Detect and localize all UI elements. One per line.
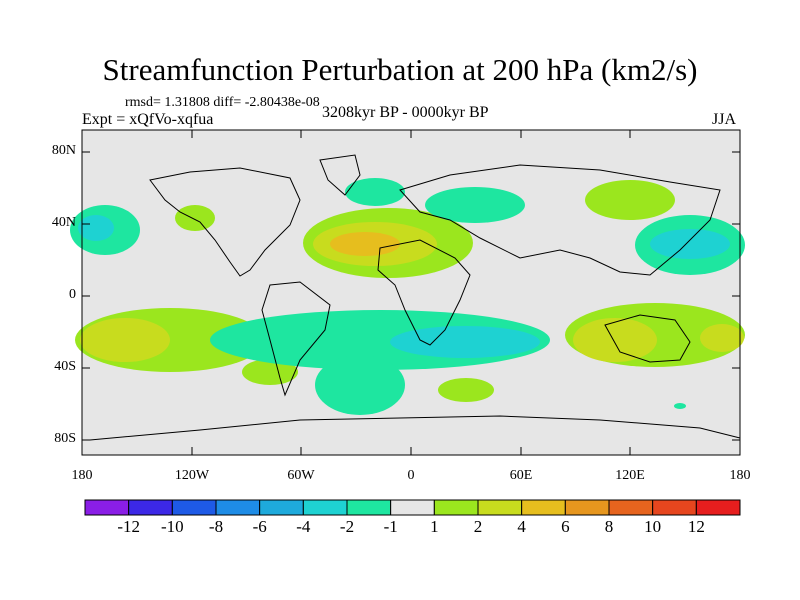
- plot-title: Streamfunction Perturbation at 200 hPa (…: [102, 52, 698, 87]
- colorbar-swatch: [521, 499, 566, 516]
- contour-level-4: [700, 324, 744, 352]
- colorbar-label: -10: [160, 517, 184, 536]
- lon-label: 120E: [615, 468, 645, 483]
- colorbar-swatch: [477, 499, 523, 516]
- coastline-greenland: [319, 154, 361, 196]
- lat-label: 40S: [54, 359, 76, 374]
- coastline-north-america: [149, 167, 301, 277]
- colorbar-swatch: [302, 499, 348, 516]
- contour-level-4: [573, 318, 657, 362]
- contour-level-2: [175, 205, 215, 231]
- colorbar-label: -8: [208, 517, 224, 536]
- contour-level-neg-2: [78, 215, 114, 241]
- contour-level-2: [242, 359, 298, 385]
- colorbar-swatch: [652, 499, 697, 516]
- contour-level-4: [80, 318, 170, 362]
- contour-level-6: [330, 232, 400, 256]
- colorbar-label: 6: [561, 517, 570, 536]
- lat-label: 0: [69, 287, 76, 302]
- lon-label: 60E: [509, 468, 533, 483]
- colorbar-swatch: [390, 499, 435, 516]
- colorbar: [84, 499, 741, 516]
- contour-fills: [70, 178, 745, 415]
- lon-label: 180: [729, 468, 751, 483]
- colorbar-swatch: [346, 499, 392, 516]
- lon-label: 180: [71, 468, 93, 483]
- season-label: JJA: [712, 111, 737, 128]
- map-background: [82, 130, 740, 455]
- experiment-label: Expt = xQfVo-xqfua: [82, 111, 214, 128]
- coastline-africa: [377, 239, 471, 346]
- coastline-antarctica: [89, 415, 741, 441]
- contour-level-neg-1: [674, 403, 686, 409]
- lon-label: 60W: [287, 468, 315, 483]
- colorbar-swatch: [84, 499, 130, 516]
- lat-label: 80S: [54, 431, 76, 446]
- colorbar-label: -12: [117, 517, 140, 536]
- contour-level-neg-1: [345, 178, 405, 206]
- period-label: 3208kyr BP - 0000kyr BP: [322, 104, 489, 121]
- colorbar-label: 1: [430, 517, 439, 536]
- colorbar-swatch: [695, 499, 741, 516]
- colorbar-swatch: [564, 499, 610, 516]
- coastline-south-america: [261, 281, 331, 397]
- colorbar-label: 2: [473, 517, 483, 536]
- contour-level-neg-1: [425, 187, 525, 223]
- lat-label: 80N: [51, 143, 76, 158]
- lat-ticks: [82, 151, 740, 441]
- contour-level-neg-2: [390, 326, 540, 358]
- colorbar-swatch: [433, 499, 479, 516]
- colorbar-label: -2: [339, 517, 355, 536]
- colorbar-swatch: [171, 499, 217, 516]
- contour-level-2: [585, 180, 675, 220]
- colorbar-swatch: [128, 499, 173, 516]
- colorbar-label: -4: [296, 517, 311, 536]
- stats-label: rmsd= 1.31808 diff= -2.80438e-08: [125, 95, 320, 110]
- colorbar-label: 10: [644, 517, 662, 536]
- contour-level-neg-2: [650, 229, 730, 259]
- colorbar-swatch: [608, 499, 654, 516]
- colorbar-label: -6: [252, 517, 267, 536]
- contour-level-2: [438, 378, 494, 402]
- lon-label: 0: [407, 468, 415, 483]
- lat-label: 40N: [51, 215, 76, 230]
- colorbar-label: -1: [383, 517, 398, 536]
- colorbar-swatch: [215, 499, 261, 516]
- colorbar-swatch: [259, 499, 304, 516]
- coastlines: [89, 154, 741, 441]
- contour-level-neg-1: [315, 355, 405, 415]
- colorbar-label: 8: [604, 517, 614, 536]
- coastline-australia: [604, 314, 691, 363]
- lon-label: 120W: [174, 468, 210, 483]
- colorbar-label: 4: [517, 517, 526, 536]
- coastline-eurasia: [399, 164, 721, 276]
- lon-ticks: [81, 130, 741, 455]
- colorbar-label: 12: [687, 517, 705, 536]
